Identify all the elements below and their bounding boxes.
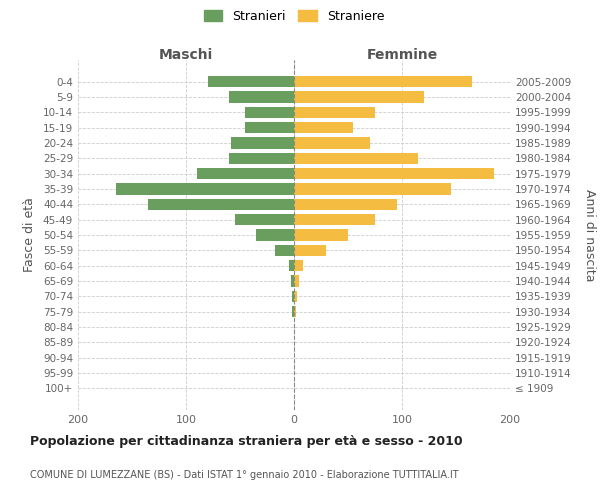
Text: Femmine: Femmine — [367, 48, 437, 62]
Bar — [291, 276, 294, 287]
Bar — [116, 183, 294, 194]
Bar — [197, 168, 294, 179]
Text: Maschi: Maschi — [159, 48, 213, 62]
Bar — [294, 168, 494, 179]
Bar — [292, 290, 294, 302]
Text: COMUNE DI LUMEZZANE (BS) - Dati ISTAT 1° gennaio 2010 - Elaborazione TUTTITALIA.: COMUNE DI LUMEZZANE (BS) - Dati ISTAT 1°… — [30, 470, 458, 480]
Bar — [294, 260, 302, 272]
Bar — [292, 306, 294, 318]
Bar — [275, 244, 294, 256]
Bar — [148, 198, 294, 210]
Bar — [294, 152, 418, 164]
Bar — [294, 91, 424, 102]
Bar — [245, 122, 294, 134]
Bar — [232, 137, 294, 148]
Legend: Stranieri, Straniere: Stranieri, Straniere — [197, 4, 391, 29]
Bar — [229, 152, 294, 164]
Bar — [294, 76, 472, 88]
Bar — [245, 106, 294, 118]
Bar — [294, 106, 375, 118]
Bar — [289, 260, 294, 272]
Bar — [294, 122, 353, 134]
Bar — [294, 244, 326, 256]
Bar — [294, 290, 297, 302]
Bar — [208, 76, 294, 88]
Text: Popolazione per cittadinanza straniera per età e sesso - 2010: Popolazione per cittadinanza straniera p… — [30, 435, 463, 448]
Y-axis label: Anni di nascita: Anni di nascita — [583, 188, 596, 281]
Bar — [229, 91, 294, 102]
Bar — [294, 137, 370, 148]
Bar — [294, 214, 375, 226]
Bar — [294, 276, 299, 287]
Bar — [294, 306, 296, 318]
Bar — [294, 229, 348, 241]
Bar — [235, 214, 294, 226]
Bar — [294, 183, 451, 194]
Bar — [294, 198, 397, 210]
Bar — [256, 229, 294, 241]
Y-axis label: Fasce di età: Fasce di età — [23, 198, 36, 272]
